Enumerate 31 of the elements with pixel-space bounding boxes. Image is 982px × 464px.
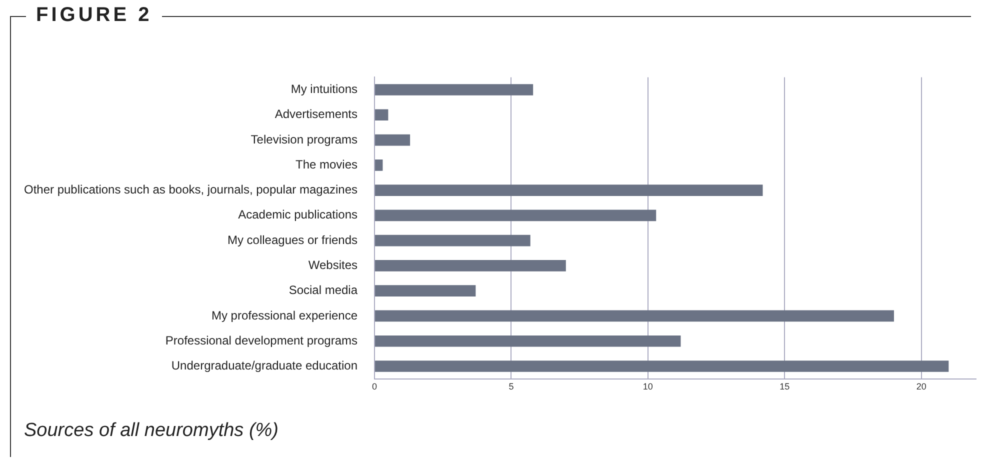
x-tick-label: 0 [372,382,378,392]
bar [375,310,894,322]
x-tick-label: 20 [916,382,926,392]
x-tick-label: 15 [780,382,790,392]
y-tick-label: Undergraduate/graduate education [171,358,358,373]
y-tick-label: Television programs [250,132,358,146]
bar [375,360,949,372]
x-tick-label: 10 [642,382,653,392]
y-tick-label: Advertisements [274,107,358,122]
bar [375,234,530,246]
y-tick-label: My intuitions [290,82,358,96]
y-tick-label: My professional experience [211,308,358,322]
bar [375,84,534,96]
y-tick-label: My colleagues or friends [227,232,358,247]
source-note: Sources of all neuromyths (%) [24,420,278,442]
y-tick-label: Websites [308,258,358,272]
y-tick-label: Professional development programs [165,333,358,348]
bar [375,160,383,171]
bar [375,260,566,272]
y-tick-label: Social media [288,283,358,298]
bar [375,184,763,196]
bar [375,285,476,296]
bar [375,134,410,146]
bar [375,335,681,347]
y-tick-label: The movies [295,157,358,172]
y-tick-label: Academic publications [238,208,358,222]
bar [375,210,656,222]
y-tick-label: Other publications such as books, journals, popular magazines [24,182,358,197]
text: FIGURE 2 [26,2,162,28]
bar [375,109,388,121]
x-tick-label: 5 [508,382,514,392]
